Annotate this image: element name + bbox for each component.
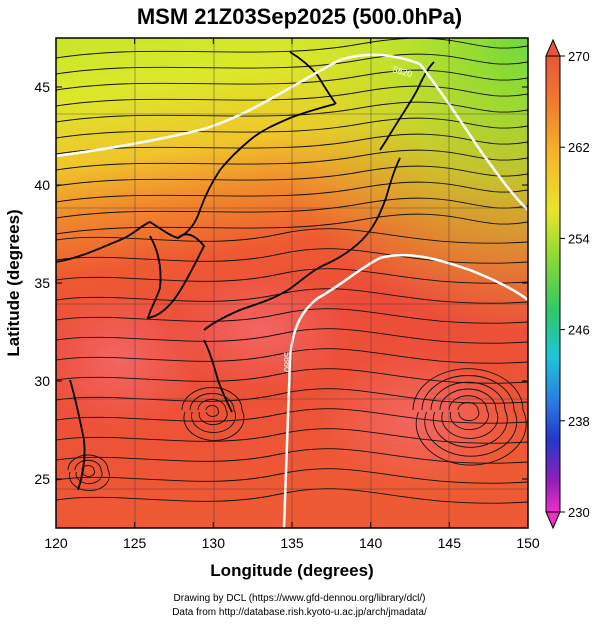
streamline	[448, 395, 489, 430]
colorbar-tick-label: 262	[568, 140, 590, 155]
credit-data: Data from http://database.rish.kyoto-u.a…	[172, 607, 427, 618]
streamline	[81, 465, 96, 477]
x-tick-label: 125	[123, 535, 147, 551]
streamline	[56, 448, 528, 464]
streamline	[181, 387, 245, 441]
warm-region-shading-central	[170, 270, 350, 390]
x-tick-label: 135	[280, 535, 304, 551]
y-tick-label: 30	[34, 373, 50, 389]
colorbar-tick-label: 230	[568, 505, 590, 520]
streamline	[56, 133, 528, 155]
streamline	[56, 268, 528, 284]
streamline	[56, 53, 528, 75]
streamline	[412, 368, 527, 466]
graticule	[56, 38, 528, 528]
x-axis: 120 125 130 135 140 145 150	[44, 38, 540, 551]
x-tick-label: 130	[202, 535, 226, 551]
x-tick-label: 140	[359, 535, 383, 551]
wind-streamlines	[56, 38, 528, 504]
x-axis-label: Longitude (degrees)	[210, 561, 373, 580]
x-tick-label: 120	[44, 535, 68, 551]
chart-title: MSM 21Z03Sep2025 (500.0hPa)	[136, 4, 463, 29]
streamline	[56, 85, 528, 107]
colorbar-tick-label: 238	[568, 414, 590, 429]
streamline	[56, 117, 528, 139]
y-axis: 25 30 35 40 45	[34, 79, 528, 487]
credit-drawing: Drawing by DCL (https://www.gfd-dennou.o…	[173, 593, 426, 604]
streamline	[56, 149, 528, 171]
colorbar-tick-label: 270	[568, 49, 590, 64]
streamline	[56, 228, 528, 244]
contour-line-north	[56, 53, 421, 158]
y-tick-label: 25	[34, 471, 50, 487]
streamline	[421, 375, 518, 457]
streamline	[56, 468, 528, 484]
streamline	[197, 399, 228, 426]
colorbar: 270 262 254 246 238 230	[545, 38, 590, 530]
streamline	[56, 38, 528, 59]
streamline	[457, 402, 480, 422]
x-tick-label: 145	[438, 535, 462, 551]
x-tick-label: 150	[516, 535, 540, 551]
credits: Drawing by DCL (https://www.gfd-dennou.o…	[0, 592, 599, 620]
streamline	[56, 368, 528, 384]
streamline	[56, 328, 528, 344]
warm-region-shading-west	[56, 290, 200, 430]
contour-line-northeast	[419, 63, 528, 211]
colorbar-bottom-arrow	[545, 511, 561, 530]
streamline	[56, 101, 528, 123]
streamline	[56, 165, 528, 187]
streamline	[430, 381, 508, 448]
colorbar-top-arrow	[545, 38, 561, 57]
y-tick-label: 35	[34, 275, 50, 291]
colorbar-tick-label: 246	[568, 323, 590, 338]
streamline	[189, 393, 236, 433]
streamline	[56, 197, 528, 219]
streamline	[56, 488, 528, 504]
streamline	[67, 454, 110, 492]
streamline	[205, 405, 220, 417]
warm-region-shading-east	[320, 350, 520, 490]
streamline	[56, 348, 528, 364]
y-tick-label: 40	[34, 177, 50, 193]
streamline	[439, 388, 499, 439]
y-tick-label: 45	[34, 79, 50, 95]
y-axis-label: Latitude (degrees)	[4, 209, 23, 356]
contour-label-south: 5880	[282, 352, 292, 372]
contour-line-south	[282, 253, 528, 528]
streamline	[56, 308, 528, 324]
streamline	[56, 248, 528, 264]
colorbar-tick-label: 254	[568, 231, 590, 246]
streamline	[56, 388, 528, 404]
streamline	[56, 408, 528, 424]
streamline	[56, 69, 528, 91]
streamline	[56, 181, 528, 203]
